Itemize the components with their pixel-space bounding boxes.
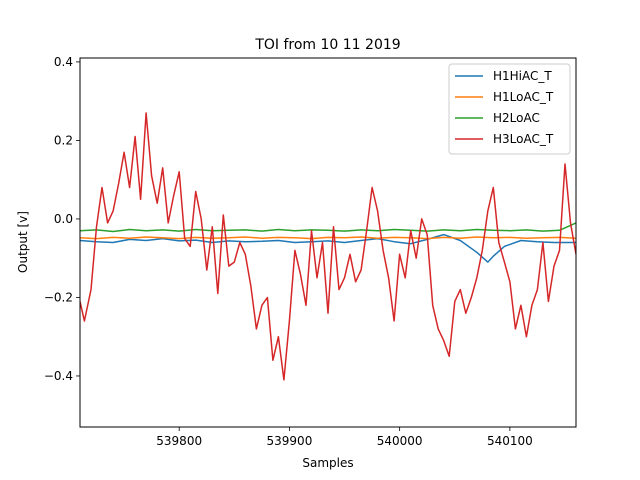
x-tick-label: 540100 — [487, 434, 533, 448]
legend-label: H2LoAC — [493, 111, 540, 125]
y-axis-label: Output [v] — [16, 211, 30, 273]
series-line-h1loac-t — [80, 236, 576, 240]
legend-label: H1LoAC_T — [493, 90, 554, 104]
x-tick-label: 539800 — [156, 434, 202, 448]
series-layer — [80, 112, 576, 381]
legend-label: H1HiAC_T — [493, 69, 552, 83]
ticks-layer: 539800 539900 540000 540100 −0.4 −0.2 0.0 0.2 0.… — [44, 55, 533, 448]
legend-box — [448, 63, 571, 155]
y-tick-label: −0.4 — [44, 369, 73, 383]
series-line-h1hiac-t — [80, 233, 576, 263]
plot-frame — [79, 57, 577, 428]
chart-title: TOI from 10 11 2019 — [254, 37, 400, 53]
y-tick-label: 0.2 — [54, 133, 73, 147]
x-tick-label: 539900 — [267, 434, 313, 448]
y-tick-label: 0.4 — [54, 55, 73, 69]
y-tick-label: −0.2 — [44, 290, 73, 304]
x-tick-label: 540000 — [377, 434, 423, 448]
x-axis-label: Samples — [302, 456, 353, 470]
series-line-h2loac — [80, 222, 576, 233]
series-line-h3loac-t — [80, 112, 576, 381]
legend: H1HiAC_T H1LoAC_T H2LoAC H3LoAC_T — [448, 63, 571, 155]
y-tick-label: 0.0 — [54, 212, 73, 226]
legend-label: H3LoAC_T — [493, 132, 554, 146]
